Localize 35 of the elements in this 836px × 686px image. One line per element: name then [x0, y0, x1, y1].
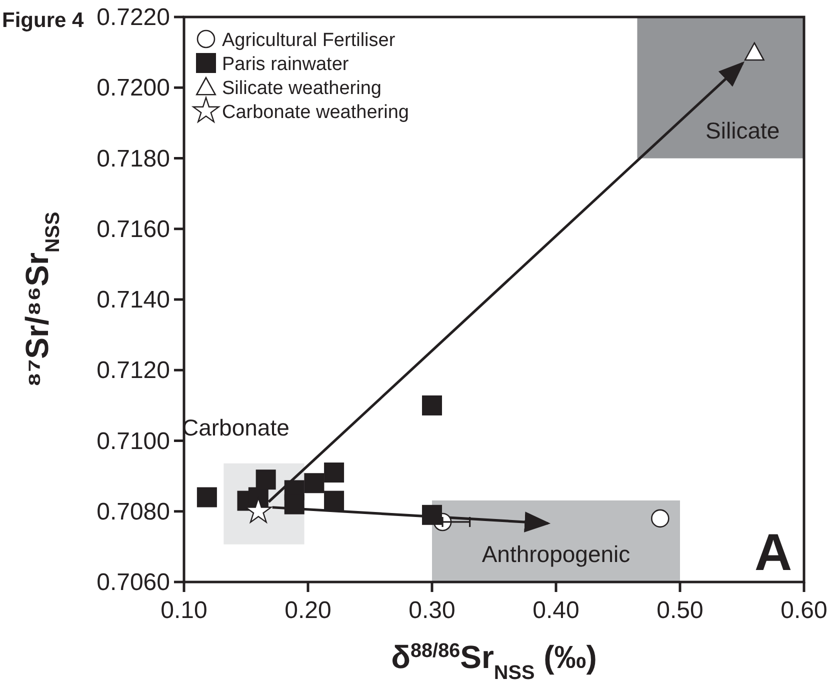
point: [744, 42, 764, 61]
y-tick-label: 0.7160: [96, 216, 170, 243]
band-label: Carbonate: [182, 414, 290, 440]
legend-label: Carbonate weathering: [222, 102, 409, 123]
point: [324, 462, 344, 483]
point: [304, 473, 324, 494]
point: [284, 494, 304, 514]
x-axis-title: δ$^{88/86}$Sr$_{NSS}$ (‰): [391, 639, 597, 684]
point: [651, 509, 670, 528]
x-tick-label: 0.20: [284, 597, 332, 624]
y-tick-label: 0.7200: [96, 74, 170, 102]
legend-label: Paris rainwater: [222, 54, 350, 75]
y-tick-label: 0.7140: [96, 286, 170, 314]
x-tick-label: 0.40: [532, 597, 580, 624]
band-label: Silicate: [706, 117, 780, 144]
legend-label: Agricultural Fertiliser: [222, 30, 396, 51]
point: [422, 395, 442, 416]
y-tick-label: 0.7120: [96, 357, 170, 384]
caption: Figure 4: [2, 9, 84, 32]
y-tick-label: 0.7220: [96, 4, 170, 31]
annotation: A: [754, 524, 792, 582]
x-tick-label: 0.60: [780, 597, 828, 624]
point: [196, 487, 217, 508]
x-tick-label: 0.50: [656, 597, 704, 624]
y-tick-label: 0.7180: [96, 145, 170, 172]
legend-label: Silicate weathering: [222, 78, 382, 99]
x-tick-label: 0.10: [160, 597, 208, 624]
y-tick-label: 0.7060: [96, 569, 170, 596]
point: [422, 504, 442, 525]
y-tick-label: 0.7100: [96, 428, 170, 455]
band-label: Anthropogenic: [482, 541, 630, 567]
y-tick-label: 0.7080: [96, 498, 170, 526]
x-tick-label: 0.30: [408, 597, 456, 624]
point: [324, 490, 344, 511]
point: [256, 470, 276, 490]
